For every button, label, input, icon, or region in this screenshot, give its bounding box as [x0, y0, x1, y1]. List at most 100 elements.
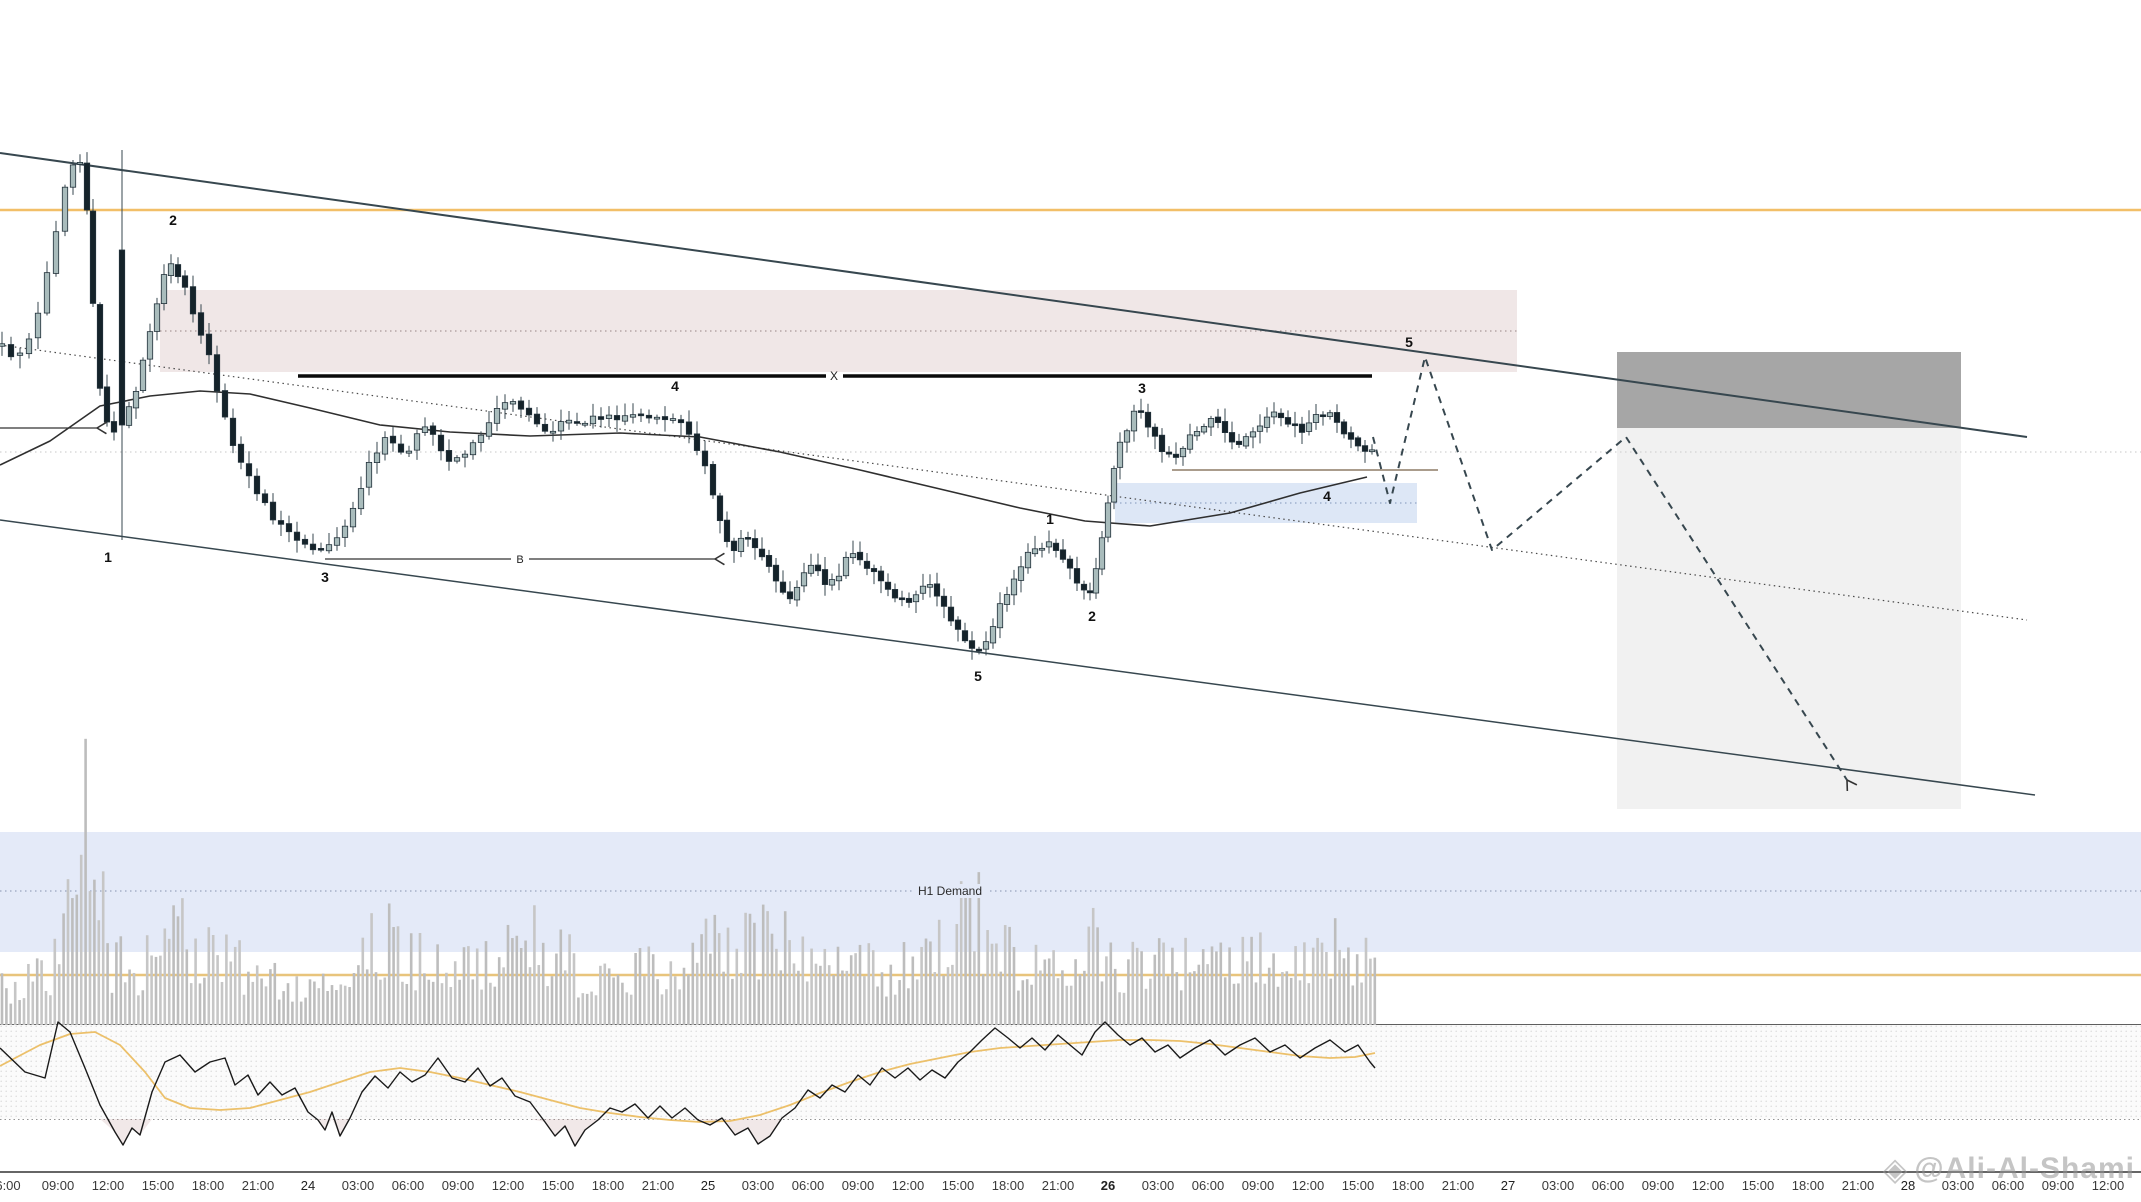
volume-bar — [1276, 986, 1280, 1025]
volume-bar — [493, 986, 497, 1025]
time-label-09:00[interactable]: 09:00 — [2042, 1178, 2075, 1193]
time-label-15:00[interactable]: 15:00 — [1342, 1178, 1375, 1193]
volume-bar — [137, 995, 140, 1025]
candle-down — [181, 275, 189, 288]
time-label-06:00[interactable]: 06:00 — [792, 1178, 825, 1193]
volume-bar — [1056, 978, 1060, 1025]
wave-label-4: 4 — [671, 378, 679, 394]
volume-bar — [533, 905, 536, 1025]
volume-bar — [255, 965, 259, 1025]
b-arrow-arrowhead — [714, 558, 725, 566]
time-label-6:00[interactable]: 6:00 — [0, 1178, 21, 1193]
volume-bar — [1263, 983, 1267, 1025]
time-label-12:00[interactable]: 12:00 — [92, 1178, 125, 1193]
time-label-27[interactable]: 27 — [1501, 1178, 1515, 1193]
time-label-12:00[interactable]: 12:00 — [2092, 1178, 2125, 1193]
volume-bar — [471, 979, 475, 1025]
volume-bar — [506, 924, 510, 1025]
candle-up — [349, 507, 357, 528]
candle-up — [16, 352, 24, 356]
candle-down — [786, 591, 794, 600]
volume-bar — [1193, 971, 1196, 1025]
time-label-09:00[interactable]: 09:00 — [842, 1178, 875, 1193]
candle-up — [43, 272, 51, 314]
time-label-18:00[interactable]: 18:00 — [1792, 1178, 1825, 1193]
time-label-21:00[interactable]: 21:00 — [1842, 1178, 1875, 1193]
candle-up — [421, 426, 429, 433]
time-label-09:00[interactable]: 09:00 — [42, 1178, 75, 1193]
volume-bar — [93, 879, 96, 1025]
volume-bar — [282, 991, 285, 1025]
volume-bar — [260, 978, 263, 1025]
b-arrow-arrowhead — [714, 552, 725, 560]
volume-bar — [757, 979, 761, 1025]
volume-bar — [308, 979, 312, 1025]
time-label-24[interactable]: 24 — [301, 1178, 315, 1193]
volume-bar — [150, 955, 153, 1025]
time-label-15:00[interactable]: 15:00 — [542, 1178, 575, 1193]
time-label-25[interactable]: 25 — [701, 1178, 715, 1193]
volume-bar — [599, 965, 602, 1025]
volume-bar — [1034, 944, 1038, 1025]
time-axis[interactable]: 6:00 09:00 12:00 15:00 18:00 21:00 24 03:00 06:0… — [0, 1178, 2124, 1193]
volume-bar — [145, 935, 149, 1025]
candle-down — [110, 421, 118, 433]
candle-up — [912, 594, 920, 603]
candle-down — [1298, 423, 1306, 433]
volume-bar — [1087, 926, 1091, 1025]
time-label-12:00[interactable]: 12:00 — [492, 1178, 525, 1193]
time-label-12:00[interactable]: 12:00 — [1292, 1178, 1325, 1193]
wave-label-3: 3 — [321, 569, 329, 585]
time-label-09:00[interactable]: 09:00 — [1242, 1178, 1275, 1193]
volume-bar — [863, 976, 866, 1025]
volume-bar — [480, 989, 483, 1025]
forecast-path — [1372, 356, 1848, 781]
time-label-18:00[interactable]: 18:00 — [992, 1178, 1025, 1193]
candle-up — [25, 338, 33, 355]
time-label-15:00[interactable]: 15:00 — [142, 1178, 175, 1193]
candle-down — [677, 419, 685, 424]
candle-down — [261, 493, 269, 504]
time-label-28[interactable]: 28 — [1901, 1178, 1915, 1193]
time-label-06:00[interactable]: 06:00 — [1992, 1178, 2025, 1193]
volume-bar — [933, 972, 937, 1025]
time-label-03:00[interactable]: 03:00 — [1142, 1178, 1175, 1193]
time-label-15:00[interactable]: 15:00 — [1742, 1178, 1775, 1193]
time-label-03:00[interactable]: 03:00 — [742, 1178, 775, 1193]
candle-down — [637, 413, 645, 417]
time-label-03:00[interactable]: 03:00 — [342, 1178, 375, 1193]
time-label-06:00[interactable]: 06:00 — [392, 1178, 425, 1193]
time-label-15:00[interactable]: 15:00 — [942, 1178, 975, 1193]
volume-bar — [555, 953, 558, 1025]
time-label-06:00[interactable]: 06:00 — [1592, 1178, 1625, 1193]
time-label-26[interactable]: 26 — [1101, 1178, 1115, 1193]
volume-bar — [660, 994, 664, 1025]
time-label-12:00[interactable]: 12:00 — [1692, 1178, 1725, 1193]
time-label-18:00[interactable]: 18:00 — [1392, 1178, 1425, 1193]
time-label-21:00[interactable]: 21:00 — [1442, 1178, 1475, 1193]
volume-bar — [502, 967, 505, 1025]
time-label-03:00[interactable]: 03:00 — [1542, 1178, 1575, 1193]
volume-bar — [783, 911, 787, 1025]
time-label-21:00[interactable]: 21:00 — [642, 1178, 675, 1193]
time-label-18:00[interactable]: 18:00 — [192, 1178, 225, 1193]
volume-bar — [797, 970, 800, 1025]
volume-bar — [607, 968, 611, 1025]
volume-bar — [1307, 983, 1311, 1025]
time-label-09:00[interactable]: 09:00 — [1642, 1178, 1675, 1193]
time-label-09:00[interactable]: 09:00 — [442, 1178, 475, 1193]
time-label-06:00[interactable]: 06:00 — [1192, 1178, 1225, 1193]
time-label-18:00[interactable]: 18:00 — [592, 1178, 625, 1193]
volume-bar — [1285, 971, 1289, 1025]
volume-bar — [761, 904, 765, 1025]
time-label-12:00[interactable]: 12:00 — [892, 1178, 925, 1193]
volume-bar — [1303, 942, 1306, 1025]
time-label-21:00[interactable]: 21:00 — [1042, 1178, 1075, 1193]
time-label-03:00[interactable]: 03:00 — [1942, 1178, 1975, 1193]
time-label-21:00[interactable]: 21:00 — [242, 1178, 275, 1193]
volume-bar — [128, 969, 131, 1025]
volume-bar — [185, 949, 189, 1025]
candle-down — [947, 606, 955, 622]
target-box-light — [1617, 428, 1961, 809]
